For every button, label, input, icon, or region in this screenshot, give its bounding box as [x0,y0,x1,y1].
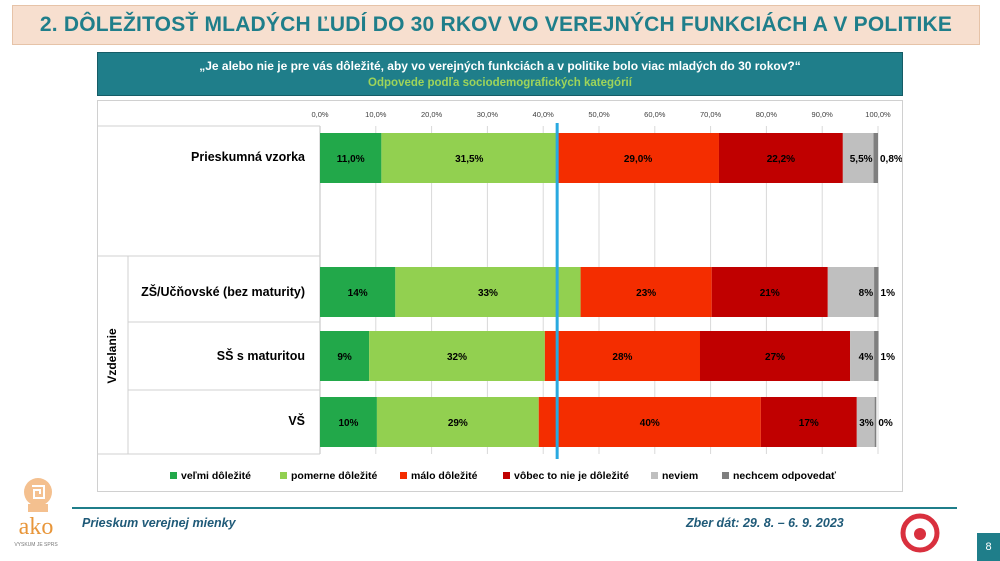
category-label: VŠ [288,413,305,428]
data-label: 40% [640,418,660,429]
category-label: Prieskumná vzorka [191,150,306,164]
logo-tagline: VYSKUM JE SPRS [14,542,58,548]
bar-segment [369,331,545,381]
bar-segment [699,331,851,381]
bar-segment [842,133,874,183]
x-tick-label: 100,0% [865,110,891,119]
bar-segment [874,397,877,447]
bar-segment [320,267,396,317]
data-label: 27% [765,352,785,363]
x-tick-label: 50,0% [588,110,610,119]
question-subtitle: Odpovede podľa sociodemografických kateg… [368,77,632,89]
bar-segment [320,331,370,381]
bar-segment [718,133,843,183]
data-label: 10% [338,418,358,429]
category-label: ZŠ/Učňovské (bez maturity) [141,284,305,299]
x-tick-label: 90,0% [812,110,834,119]
x-tick-label: 70,0% [700,110,722,119]
chart-frame: 0,0% 10,0% 20,0% 30,0% 40,0% 50,0% 60,0% 70,0% 8… [97,100,903,492]
data-label: 5,5% [850,154,873,165]
bar-segment [827,267,875,317]
bar-segment [874,331,879,381]
category-label: SŠ s maturitou [217,348,305,363]
data-label: 29% [448,418,468,429]
legend-label: málo dôležité [411,470,478,482]
data-label: 9% [337,352,352,363]
footer-survey-name: Prieskum verejnej mienky [82,516,236,530]
bar-segment [873,133,878,183]
data-label: 28% [612,352,632,363]
legend-label: vôbec to nie je dôležité [514,470,629,482]
bar-segment [557,133,719,183]
legend-swatch [503,472,510,479]
data-label: 22,2% [767,154,795,165]
bar-segment [395,267,581,317]
page-title: 2. DÔLEŽITOSŤ MLADÝCH ĽUDÍ DO 30 RKOV VO… [39,13,953,36]
data-label: 33% [478,288,498,299]
data-label: 17% [799,418,819,429]
data-label: 14% [348,288,368,299]
page-number: 8 [977,533,1000,561]
brand-swirl-icon [900,513,940,553]
data-label: 11,0% [337,154,365,165]
data-label: 29,0% [624,154,652,165]
legend-label: veľmi dôležité [181,470,251,482]
question-box: „Je alebo nie je pre vás dôležité, aby v… [97,52,903,96]
bar-segment [760,397,857,447]
footer-collection-date: Zber dát: 29. 8. – 6. 9. 2023 [686,516,844,530]
data-label: 1% [881,352,896,363]
footer-divider [72,507,957,509]
bar-segment [381,133,558,183]
legend-swatch [400,472,407,479]
stacked-bar-chart: 0,0% 10,0% 20,0% 30,0% 40,0% 50,0% 60,0% 70,0% 8… [98,110,902,482]
bar-segment [544,331,700,381]
data-label: 32% [447,352,467,363]
x-tick-label: 20,0% [421,110,443,119]
bar-segment [850,331,875,381]
x-tick-label: 40,0% [533,110,555,119]
legend-swatch [170,472,177,479]
logo-neck-shape [28,504,48,512]
data-label: 31,5% [455,154,483,165]
data-label: 4% [859,352,874,363]
data-label: 21% [760,288,780,299]
legend-swatch [722,472,729,479]
bar-segment [320,397,377,447]
bar-segment [874,267,879,317]
x-tick-label: 60,0% [644,110,666,119]
x-tick-label: 0,0% [311,110,328,119]
legend-swatch [651,472,658,479]
ako-logo: ako VYSKUM JE SPRS [14,478,58,548]
x-tick-label: 80,0% [756,110,778,119]
bar-segment [711,267,828,317]
bar-segment [856,397,875,447]
data-label: 0% [878,418,893,429]
data-label: 1% [881,288,896,299]
bar-segment [538,397,761,447]
logo-head-shape [24,478,52,506]
survey-question: „Je alebo nie je pre vás dôležité, aby v… [199,59,801,73]
bar-segment [320,133,382,183]
legend-swatch [280,472,287,479]
title-banner: 2. DÔLEŽITOSŤ MLADÝCH ĽUDÍ DO 30 RKOV VO… [12,5,980,45]
data-label: 0,8% [880,154,902,165]
data-label: 3% [859,418,874,429]
legend-label: pomerne dôležité [291,470,378,482]
group-label-vzdelanie: Vzdelanie [105,328,119,384]
data-label: 23% [636,288,656,299]
logo-maze-icon [32,485,45,499]
x-tick-label: 10,0% [365,110,387,119]
legend-label: neviem [662,470,698,482]
bar-segment [580,267,712,317]
logo-wordmark: ako [19,514,54,540]
x-tick-label: 30,0% [477,110,499,119]
legend-label: nechcem odpovedať [733,470,837,482]
bar-segment [376,397,539,447]
data-label: 8% [859,288,874,299]
